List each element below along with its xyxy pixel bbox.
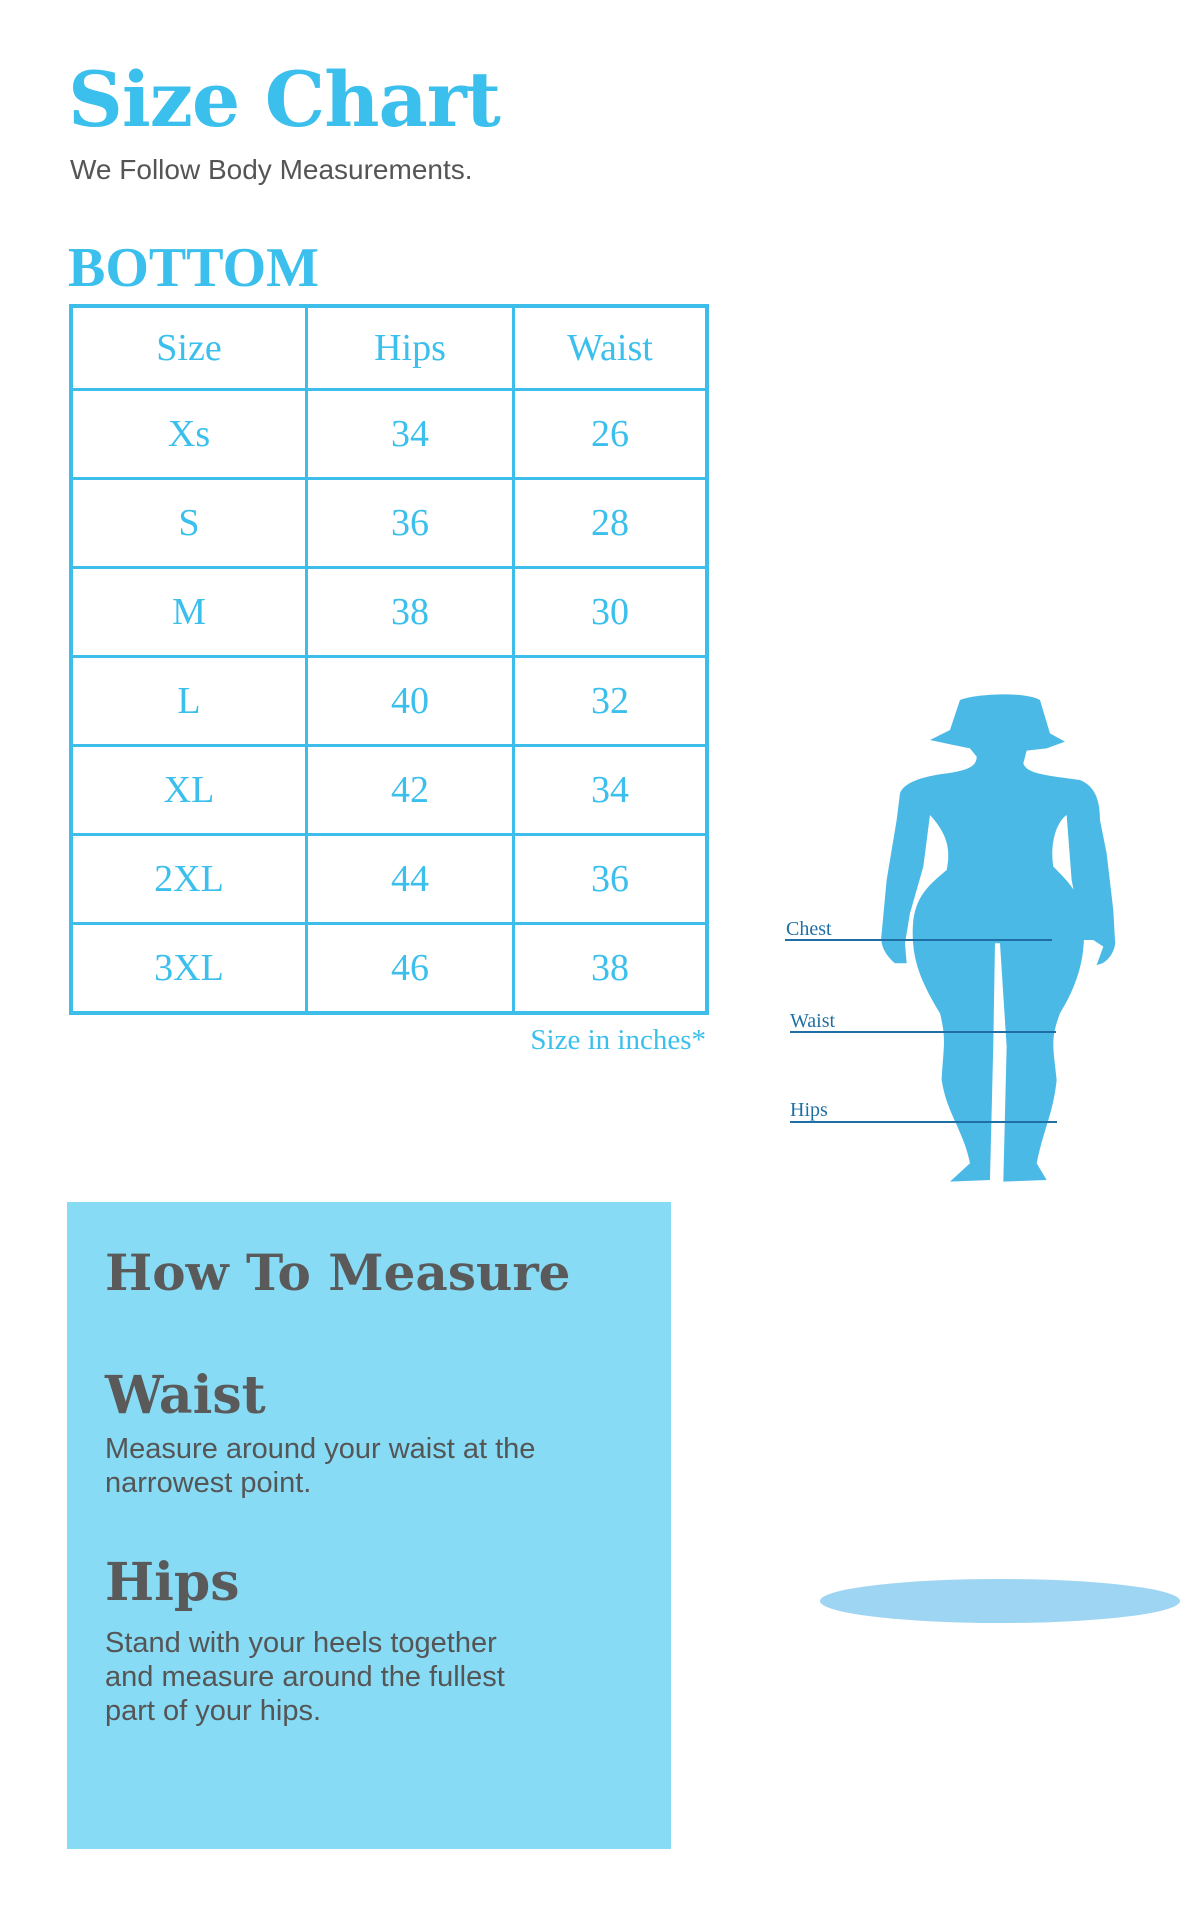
- cell: L: [69, 655, 308, 747]
- cell: 34: [512, 744, 709, 836]
- cell: 46: [305, 922, 515, 1015]
- cell: 34: [305, 388, 515, 480]
- waist-instructions: Measure around your waist at the narrowe…: [105, 1432, 535, 1500]
- page-title: Size Chart: [68, 55, 501, 144]
- cell: 26: [512, 388, 709, 480]
- table-header-row: Size Hips Waist: [69, 304, 709, 391]
- cell: XL: [69, 744, 308, 836]
- cell: 3XL: [69, 922, 308, 1015]
- page-subtitle: We Follow Body Measurements.: [70, 154, 473, 185]
- column-header: Hips: [305, 304, 515, 391]
- cell: 40: [305, 655, 515, 747]
- cell: S: [69, 477, 308, 569]
- table-row: XL 42 34: [69, 744, 709, 836]
- table-row: S 36 28: [69, 477, 709, 569]
- table-row: M 38 30: [69, 566, 709, 658]
- text-line: part of your hips.: [105, 1695, 321, 1727]
- section-title: BOTTOM: [68, 237, 320, 299]
- waist-heading: Waist: [105, 1365, 266, 1426]
- waist-label: Waist: [790, 1010, 835, 1032]
- cell: 32: [512, 655, 709, 747]
- cell: 42: [305, 744, 515, 836]
- cell: 38: [512, 922, 709, 1015]
- how-to-measure-panel: How To Measure Waist Measure around your…: [67, 1202, 671, 1849]
- hips-instructions: Stand with your heels together and measu…: [105, 1626, 505, 1728]
- cell: M: [69, 566, 308, 658]
- cell: Xs: [69, 388, 308, 480]
- cell: 28: [512, 477, 709, 569]
- text-line: Measure around your waist at the: [105, 1433, 536, 1465]
- cell: 36: [512, 833, 709, 925]
- table-row: 3XL 46 38: [69, 922, 709, 1015]
- column-header: Size: [69, 304, 308, 391]
- hips-heading: Hips: [105, 1552, 240, 1613]
- size-table: Size Hips Waist Xs 34 26 S 36 28 M 38 30 L 40 32…: [69, 304, 709, 1015]
- cell: 30: [512, 566, 709, 658]
- text-line: and measure around the fullest: [105, 1661, 505, 1693]
- column-header: Waist: [512, 304, 709, 391]
- hips-label: Hips: [790, 1099, 828, 1121]
- woman-silhouette-icon: [881, 694, 1116, 1182]
- how-to-measure-title: How To Measure: [105, 1243, 571, 1302]
- size-unit-note: Size in inches*: [530, 1024, 706, 1056]
- text-line: narrowest point.: [105, 1467, 312, 1499]
- cell: 2XL: [69, 833, 308, 925]
- chest-label: Chest: [786, 918, 832, 940]
- table-row: 2XL 44 36: [69, 833, 709, 925]
- floor-shadow: [820, 1579, 1180, 1623]
- cell: 44: [305, 833, 515, 925]
- text-line: Stand with your heels together: [105, 1627, 497, 1659]
- cell: 36: [305, 477, 515, 569]
- table-row: L 40 32: [69, 655, 709, 747]
- cell: 38: [305, 566, 515, 658]
- table-row: Xs 34 26: [69, 388, 709, 480]
